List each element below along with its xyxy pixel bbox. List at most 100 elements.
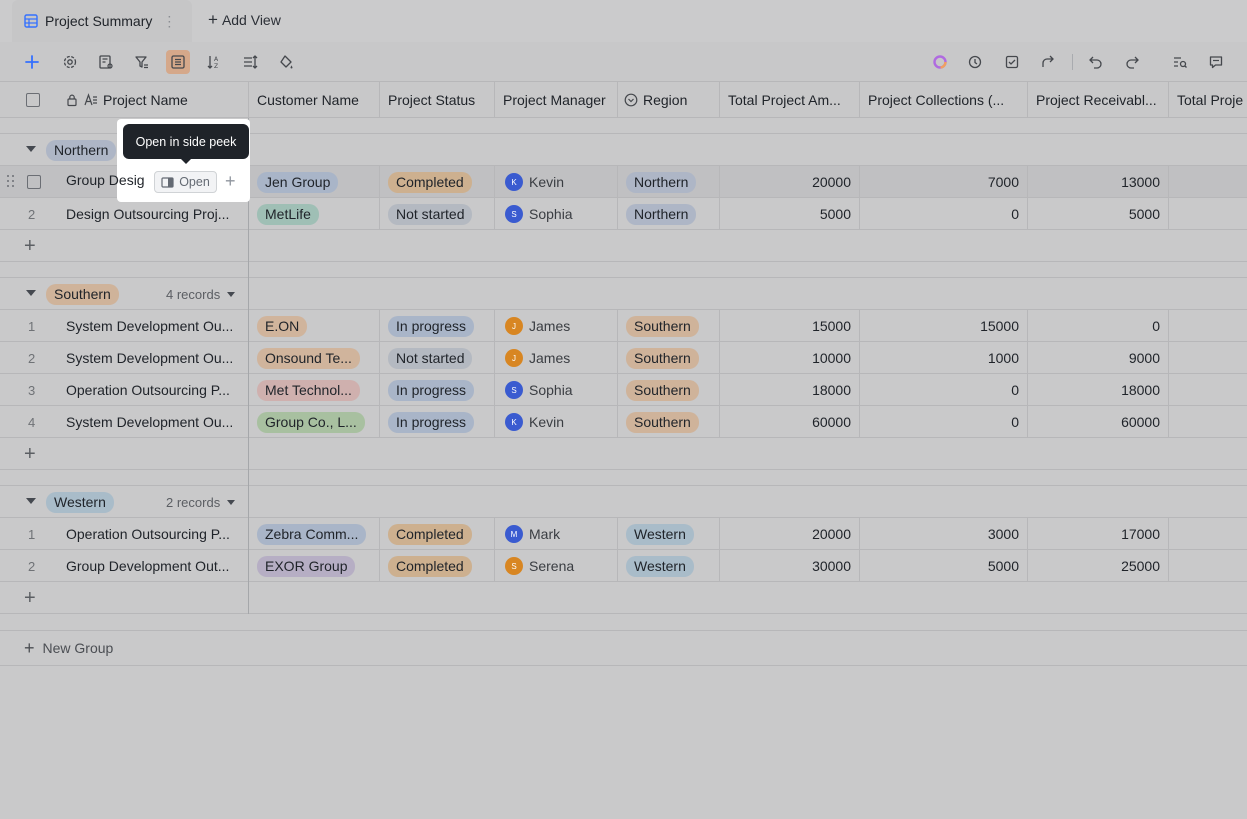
add-record-button[interactable] xyxy=(20,50,44,74)
project-name[interactable]: Operation Outsourcing P... xyxy=(66,526,230,542)
total-project-cell[interactable] xyxy=(1169,550,1247,582)
total-amount-cell[interactable]: 20000 xyxy=(720,166,860,198)
customer-cell[interactable]: EXOR Group xyxy=(249,550,380,582)
group-button[interactable] xyxy=(166,50,190,74)
project-name[interactable]: System Development Ou... xyxy=(66,318,234,334)
status-cell[interactable]: Not started xyxy=(380,342,495,374)
filter-button[interactable] xyxy=(130,50,154,74)
column-header-project-name[interactable]: Project Name xyxy=(0,82,249,118)
status-cell[interactable]: Completed xyxy=(380,518,495,550)
collapse-triangle-icon[interactable] xyxy=(26,146,36,152)
group-record-count[interactable]: 2 records xyxy=(166,486,236,518)
add-record-row[interactable]: + xyxy=(0,438,1247,470)
manager-cell[interactable]: J James xyxy=(495,310,618,342)
collections-cell[interactable]: 7000 xyxy=(860,166,1028,198)
total-project-cell[interactable] xyxy=(1169,374,1247,406)
search-button[interactable] xyxy=(1168,50,1192,74)
total-project-cell[interactable] xyxy=(1169,166,1247,198)
add-view-button[interactable]: + Add View xyxy=(208,11,281,28)
customer-cell[interactable]: Zebra Comm... xyxy=(249,518,380,550)
share-button[interactable] xyxy=(1036,50,1060,74)
table-row[interactable]: 2 Design Outsourcing Proj... MetLife Not… xyxy=(0,198,1247,230)
status-cell[interactable]: In progress xyxy=(380,406,495,438)
status-cell[interactable]: In progress xyxy=(380,310,495,342)
customer-cell[interactable]: Onsound Te... xyxy=(249,342,380,374)
manager-cell[interactable]: M Mark xyxy=(495,518,618,550)
total-amount-cell[interactable]: 10000 xyxy=(720,342,860,374)
table-row[interactable]: 2 Group Development Out... EXOR Group Co… xyxy=(0,550,1247,582)
status-cell[interactable]: Completed xyxy=(380,166,495,198)
project-name[interactable]: Design Outsourcing Proj... xyxy=(66,206,230,222)
task-button[interactable] xyxy=(1000,50,1024,74)
receivable-cell[interactable]: 60000 xyxy=(1028,406,1169,438)
column-header-total-project[interactable]: Total Proje xyxy=(1169,82,1247,118)
region-cell[interactable]: Northern xyxy=(618,198,720,230)
region-cell[interactable]: Northern xyxy=(618,166,720,198)
receivable-cell[interactable]: 9000 xyxy=(1028,342,1169,374)
collections-cell[interactable]: 3000 xyxy=(860,518,1028,550)
total-project-cell[interactable] xyxy=(1169,198,1247,230)
drag-handle-icon[interactable] xyxy=(7,175,15,187)
manager-cell[interactable]: S Sophia xyxy=(495,374,618,406)
receivable-cell[interactable]: 25000 xyxy=(1028,550,1169,582)
collections-cell[interactable]: 0 xyxy=(860,198,1028,230)
receivable-cell[interactable]: 17000 xyxy=(1028,518,1169,550)
table-row[interactable]: 4 System Development Ou... Group Co., L.… xyxy=(0,406,1247,438)
collections-cell[interactable]: 0 xyxy=(860,374,1028,406)
undo-button[interactable] xyxy=(1084,50,1108,74)
settings-button[interactable] xyxy=(58,50,82,74)
table-row[interactable]: 1 System Development Ou... E.ON In progr… xyxy=(0,310,1247,342)
customer-cell[interactable]: MetLife xyxy=(249,198,380,230)
region-cell[interactable]: Southern xyxy=(618,310,720,342)
add-record-row[interactable]: + xyxy=(0,582,1247,614)
receivable-cell[interactable]: 18000 xyxy=(1028,374,1169,406)
total-amount-cell[interactable]: 18000 xyxy=(720,374,860,406)
column-header-customer-name[interactable]: Customer Name xyxy=(249,82,380,118)
region-cell[interactable]: Southern xyxy=(618,342,720,374)
total-amount-cell[interactable]: 60000 xyxy=(720,406,860,438)
row-height-button[interactable] xyxy=(238,50,262,74)
column-header-project-receivable[interactable]: Project Receivabl... xyxy=(1028,82,1169,118)
region-cell[interactable]: Southern xyxy=(618,406,720,438)
collections-cell[interactable]: 1000 xyxy=(860,342,1028,374)
region-cell[interactable]: Southern xyxy=(618,374,720,406)
column-header-project-status[interactable]: Project Status xyxy=(380,82,495,118)
field-settings-button[interactable] xyxy=(94,50,118,74)
row-checkbox[interactable] xyxy=(27,175,41,189)
ai-button[interactable] xyxy=(928,50,952,74)
manager-cell[interactable]: S Sophia xyxy=(495,198,618,230)
select-all-checkbox[interactable] xyxy=(26,93,40,107)
region-cell[interactable]: Western xyxy=(618,518,720,550)
tab-project-summary[interactable]: Project Summary ⋮ xyxy=(12,0,192,42)
receivable-cell[interactable]: 0 xyxy=(1028,310,1169,342)
project-name[interactable]: Operation Outsourcing P... xyxy=(66,382,230,398)
table-row[interactable]: 2 System Development Ou... Onsound Te...… xyxy=(0,342,1247,374)
group-header-western[interactable]: Western 2 records xyxy=(0,486,1247,518)
add-icon[interactable]: + xyxy=(225,171,236,191)
status-cell[interactable]: Not started xyxy=(380,198,495,230)
customer-cell[interactable]: E.ON xyxy=(249,310,380,342)
comment-button[interactable] xyxy=(1204,50,1228,74)
more-icon[interactable]: ⋮ xyxy=(162,12,176,29)
collections-cell[interactable]: 5000 xyxy=(860,550,1028,582)
total-amount-cell[interactable]: 30000 xyxy=(720,550,860,582)
column-header-total-project-amount[interactable]: Total Project Am... xyxy=(720,82,860,118)
collections-cell[interactable]: 15000 xyxy=(860,310,1028,342)
project-name[interactable]: System Development Ou... xyxy=(66,350,234,366)
open-side-peek-button[interactable]: Open xyxy=(154,171,217,193)
total-project-cell[interactable] xyxy=(1169,518,1247,550)
column-header-region[interactable]: Region xyxy=(618,82,720,118)
project-name[interactable]: Group Development Out... xyxy=(66,558,230,574)
table-row[interactable]: 3 Operation Outsourcing P... Met Technol… xyxy=(0,374,1247,406)
region-cell[interactable]: Western xyxy=(618,550,720,582)
receivable-cell[interactable]: 5000 xyxy=(1028,198,1169,230)
frozen-column-divider[interactable] xyxy=(248,118,249,614)
group-record-count[interactable]: 4 records xyxy=(166,278,236,310)
collapse-triangle-icon[interactable] xyxy=(26,290,36,296)
total-amount-cell[interactable]: 5000 xyxy=(720,198,860,230)
project-name[interactable]: System Development Ou... xyxy=(66,414,234,430)
total-project-cell[interactable] xyxy=(1169,406,1247,438)
table-row[interactable]: 1 Operation Outsourcing P... Zebra Comm.… xyxy=(0,518,1247,550)
total-project-cell[interactable] xyxy=(1169,342,1247,374)
